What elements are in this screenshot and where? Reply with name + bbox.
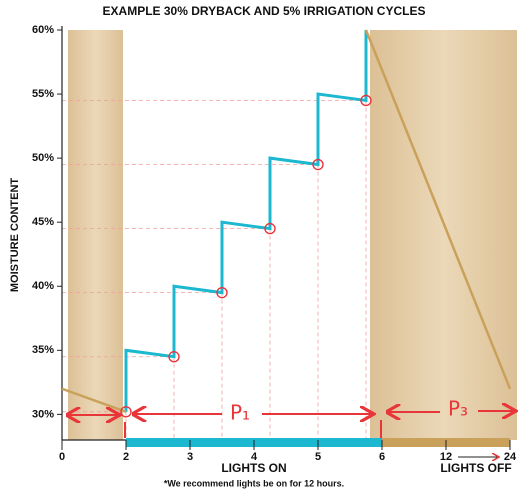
lights-off-shade (370, 30, 517, 440)
x-axis-label: LIGHTS ON (221, 461, 286, 475)
series-line (61, 387, 127, 413)
y-tick-label: 55% (32, 88, 54, 100)
annotation-arrows (68, 411, 514, 438)
marker (312, 158, 324, 171)
marker (216, 286, 228, 299)
annotation: P₁ (230, 401, 250, 425)
footnote: *We recommend lights be on for 12 hours. (164, 478, 344, 488)
x-axis-label: LIGHTS OFF (440, 461, 511, 475)
y-tick-label: 50% (32, 152, 54, 164)
marker (264, 222, 276, 235)
marker (168, 351, 180, 363)
y-tick-label: 30% (32, 408, 54, 420)
y-tick-label: 45% (32, 216, 54, 228)
annotation: P₃ (448, 397, 468, 421)
y-tick-label: 60% (32, 24, 54, 36)
x-tick-label: 12 (440, 451, 452, 463)
x-tick-label: 24 (504, 451, 517, 463)
series-line (124, 30, 368, 412)
series-line (364, 29, 512, 390)
x-tick-label: 6 (379, 451, 385, 463)
lights-off-shade (68, 30, 123, 440)
marker (120, 406, 132, 418)
chart-title: EXAMPLE 30% DRYBACK AND 5% IRRIGATION CY… (103, 4, 426, 18)
marker (360, 94, 372, 107)
x-tick-label: 0 (59, 451, 65, 463)
x-tick-label: 4 (251, 451, 258, 463)
y-axis-title: MOISTURE CONTENT (9, 178, 21, 293)
x-tick-label: 3 (187, 451, 193, 463)
y-tick-label: 35% (32, 344, 54, 356)
x-tick-label: 2 (123, 451, 129, 463)
y-tick-label: 40% (32, 280, 54, 292)
x-tick-label: 5 (315, 451, 321, 463)
